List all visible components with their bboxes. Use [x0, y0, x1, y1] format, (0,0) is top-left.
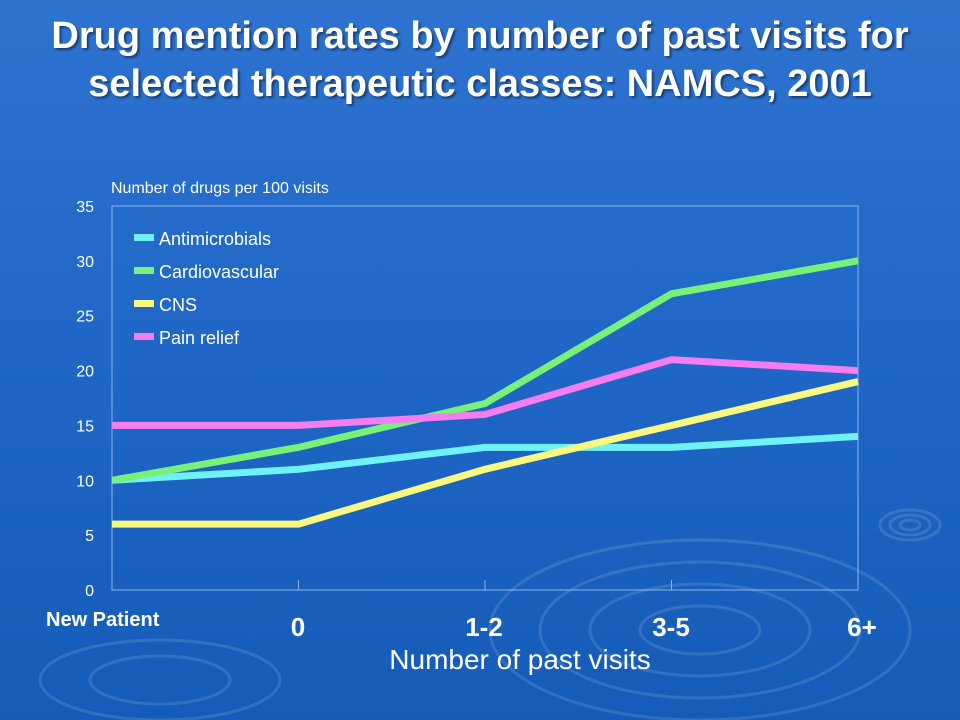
x-tick-label: New Patient	[46, 609, 160, 631]
legend-swatch	[134, 333, 154, 340]
x-tick-label: 6+	[847, 612, 877, 642]
series-line	[112, 378, 859, 528]
y-tick-label: 25	[76, 309, 94, 326]
x-tick-label: 1-2	[465, 612, 503, 642]
x-tick-label: 3-5	[652, 612, 690, 642]
y-tick-label: 5	[85, 528, 94, 545]
legend-swatch	[134, 267, 154, 274]
y-tick-label: 35	[76, 199, 94, 216]
y-tick-label: 0	[85, 583, 94, 600]
y-tick-label: 30	[76, 254, 94, 271]
y-tick-label: 10	[76, 473, 94, 490]
legend-swatch	[134, 234, 154, 241]
legend-swatch	[134, 300, 154, 307]
x-axis-label: Number of past visits	[389, 644, 651, 675]
y-axis-label: Number of drugs per 100 visits	[111, 180, 329, 197]
x-tick-label: 0	[291, 612, 305, 642]
legend-label: Pain relief	[159, 328, 240, 348]
y-tick-label: 15	[76, 418, 94, 435]
y-tick-label: 20	[76, 364, 94, 381]
legend-label: Cardiovascular	[159, 262, 279, 282]
series-line	[111, 432, 859, 484]
legend-label: Antimicrobials	[159, 229, 271, 249]
legend-label: CNS	[159, 295, 197, 315]
chart-title: Drug mention rates by number of past vis…	[51, 15, 909, 105]
series-line	[112, 356, 859, 429]
series-line	[111, 257, 859, 484]
